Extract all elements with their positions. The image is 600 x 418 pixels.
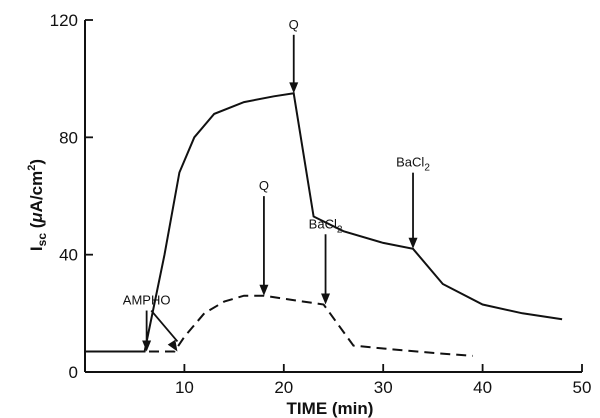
annotation-arrowhead bbox=[321, 293, 331, 305]
annotation-arrowhead bbox=[259, 284, 269, 296]
annotation-arrow bbox=[150, 309, 179, 343]
annotation-arrowhead bbox=[408, 237, 418, 249]
x-tick-label: 10 bbox=[175, 378, 194, 397]
annotation-arrowhead bbox=[167, 339, 178, 352]
annotation-arrowhead bbox=[142, 340, 152, 352]
y-axis-label: Isc (μA/cm2) bbox=[26, 159, 49, 251]
y-tick-label: 80 bbox=[59, 128, 78, 147]
annotation-arrowhead bbox=[289, 82, 299, 94]
annotation-label: BaCl2 bbox=[309, 216, 343, 235]
y-axis-label-units: A/cm bbox=[27, 171, 46, 213]
x-tick-label: 20 bbox=[274, 378, 293, 397]
y-axis-label-sup: 2 bbox=[26, 165, 38, 171]
ticks: 10 20 30 40 50 0 40 80 120 bbox=[50, 11, 592, 397]
y-tick-label: 120 bbox=[50, 11, 78, 30]
annotations: AMPHO Q Q BaCl2 BaCl2 bbox=[123, 17, 430, 352]
y-axis-label-mu: μ bbox=[27, 212, 46, 224]
y-tick-label: 40 bbox=[59, 246, 78, 265]
x-tick-label: 30 bbox=[374, 378, 393, 397]
y-axis-label-units-open: ( bbox=[27, 222, 46, 233]
axis-labels: TIME (min) Isc (μA/cm2) bbox=[26, 159, 373, 418]
annotation-label: BaCl2 bbox=[396, 155, 430, 174]
x-tick-label: 50 bbox=[573, 378, 592, 397]
axes bbox=[84, 20, 582, 373]
x-axis-label: TIME (min) bbox=[287, 399, 374, 418]
y-tick-label: 0 bbox=[69, 363, 78, 382]
series-line-dashed bbox=[85, 294, 473, 357]
y-axis-label-sub: sc bbox=[35, 233, 49, 247]
annotation-label: AMPHO bbox=[123, 293, 171, 308]
x-tick-label: 40 bbox=[473, 378, 492, 397]
series-line-solid bbox=[85, 92, 563, 353]
series-group bbox=[85, 92, 563, 357]
annotation-label: Q bbox=[289, 17, 299, 32]
y-axis-label-main: I bbox=[27, 246, 46, 251]
y-axis-label-units-close: ) bbox=[27, 159, 46, 165]
annotation-label: Q bbox=[259, 178, 269, 193]
